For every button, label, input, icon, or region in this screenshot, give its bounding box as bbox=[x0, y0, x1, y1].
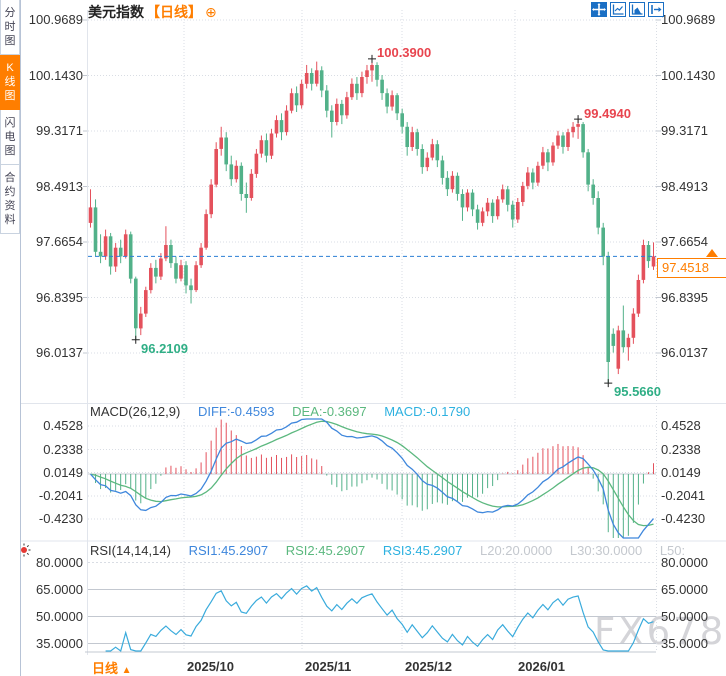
add-icon[interactable]: ⊕ bbox=[205, 4, 217, 20]
rsi-header: RSI(14,14,14) RSI1:45.2907 RSI2:45.2907 … bbox=[90, 543, 699, 558]
rsi1-value: RSI1:45.2907 bbox=[188, 543, 269, 558]
rsi3-value: RSI3:45.2907 bbox=[382, 543, 463, 558]
x-axis-date-label: 2025/10 bbox=[187, 659, 234, 674]
instrument-name: 美元指数 bbox=[88, 4, 144, 20]
x-axis-date-label: 2025/11 bbox=[305, 659, 352, 674]
watermark: FX678 bbox=[594, 610, 726, 653]
rsi-l50: L50: bbox=[659, 543, 686, 558]
rsi2-value: RSI2:45.2907 bbox=[285, 543, 366, 558]
chart-title: 美元指数 【日线】 ⊕ bbox=[88, 2, 217, 22]
period-badge: 【日线】 bbox=[146, 4, 202, 20]
current-price-tag: 97.4518 bbox=[657, 258, 726, 278]
rsi-title: RSI(14,14,14) bbox=[90, 543, 171, 558]
rsi-l20: L20:20.0000 bbox=[479, 543, 553, 558]
period-label: 日线 bbox=[92, 661, 119, 676]
chart-toolbar bbox=[591, 2, 664, 17]
sidebar-tab-2[interactable]: 闪电图 bbox=[0, 110, 20, 165]
macd-dea-value: DEA:-0.3697 bbox=[292, 404, 367, 419]
rsi-l30: L30:30.0000 bbox=[569, 543, 643, 558]
chevron-up-icon: ▲ bbox=[121, 665, 132, 676]
zoom-fit-icon[interactable] bbox=[610, 2, 626, 17]
sidebar-tab-0[interactable]: 分时图 bbox=[0, 0, 20, 55]
macd-header: MACD(26,12,9) DIFF:-0.4593 DEA:-0.3697 M… bbox=[90, 404, 484, 419]
chart-area-icon[interactable] bbox=[629, 2, 645, 17]
panel-collapse-icon[interactable] bbox=[648, 2, 664, 17]
bottom-bar: 日线 ▲ 2025/10 2025/11 2025/12 2026/01 bbox=[0, 655, 726, 676]
macd-diff-value: DIFF:-0.4593 bbox=[197, 404, 275, 419]
x-axis-date-label: 2026/01 bbox=[518, 659, 565, 674]
sidebar-tab-3[interactable]: 合约资料 bbox=[0, 165, 20, 234]
crosshair-pan-icon[interactable] bbox=[591, 2, 607, 17]
period-selector[interactable]: 日线 ▲ bbox=[92, 658, 132, 676]
price-up-arrow-icon bbox=[706, 249, 718, 257]
macd-macd-value: MACD:-0.1790 bbox=[384, 404, 471, 419]
x-axis-date-label: 2025/12 bbox=[405, 659, 452, 674]
macd-title: MACD(26,12,9) bbox=[90, 404, 181, 419]
